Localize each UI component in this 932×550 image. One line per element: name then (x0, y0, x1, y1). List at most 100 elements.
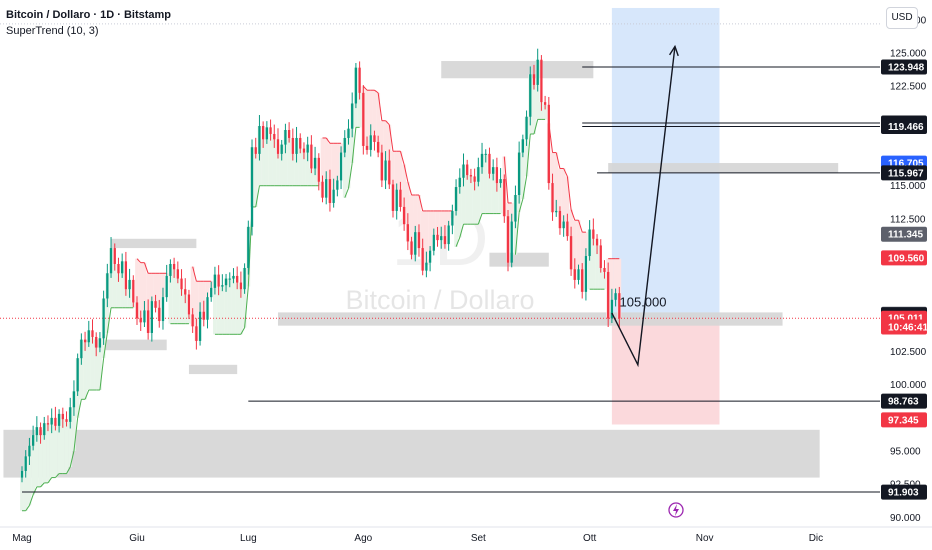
candle-body[interactable] (462, 164, 465, 178)
candle-body[interactable] (443, 236, 447, 245)
candle-body[interactable] (354, 67, 358, 104)
indicator-legend[interactable]: SuperTrend (10, 3) (6, 25, 99, 37)
candle-body[interactable] (128, 279, 131, 290)
candle-body[interactable] (135, 302, 139, 319)
candle-body[interactable] (558, 210, 562, 229)
candle-body[interactable] (547, 104, 550, 184)
candle-body[interactable] (618, 293, 621, 319)
candle-body[interactable] (187, 294, 191, 315)
candle-body[interactable] (603, 267, 606, 272)
candle-body[interactable] (24, 456, 27, 471)
currency-button[interactable]: USD (886, 7, 918, 29)
candle-body[interactable] (517, 152, 521, 196)
candle-body[interactable] (202, 311, 205, 320)
candle-body[interactable] (614, 293, 617, 300)
support-resistance-zone[interactable] (111, 238, 197, 249)
candle-body[interactable] (54, 417, 57, 426)
candle-body[interactable] (46, 423, 50, 425)
candle-body[interactable] (154, 301, 157, 308)
candle-body[interactable] (57, 413, 61, 426)
candle-body[interactable] (432, 234, 435, 251)
candle-body[interactable] (584, 256, 588, 292)
candle-body[interactable] (206, 297, 209, 320)
candle-body[interactable] (61, 413, 64, 420)
candle-body[interactable] (388, 160, 391, 185)
candle-body[interactable] (436, 234, 439, 241)
candle-body[interactable] (31, 435, 35, 446)
candle-body[interactable] (421, 248, 424, 271)
support-resistance-zone[interactable] (85, 339, 167, 351)
candle-body[interactable] (607, 271, 610, 319)
candle-body[interactable] (466, 164, 469, 176)
candle-body[interactable] (469, 175, 473, 177)
candle-body[interactable] (80, 339, 83, 359)
candle-body[interactable] (124, 261, 128, 290)
candle-body[interactable] (347, 128, 350, 138)
candle-body[interactable] (262, 126, 265, 140)
candle-body[interactable] (428, 250, 432, 263)
candle-body[interactable] (109, 248, 113, 274)
price-badge[interactable] (881, 250, 927, 266)
candle-body[interactable] (191, 314, 194, 327)
candle-body[interactable] (306, 144, 309, 153)
candle-body[interactable] (410, 241, 413, 255)
candle-body[interactable] (577, 269, 580, 280)
candle-body[interactable] (610, 299, 614, 319)
candle-body[interactable] (280, 144, 283, 154)
candle-body[interactable] (536, 59, 539, 85)
candle-body[interactable] (336, 180, 339, 190)
candle-body[interactable] (228, 278, 231, 280)
candle-body[interactable] (451, 210, 454, 226)
candle-body[interactable] (369, 135, 372, 150)
candle-body[interactable] (247, 226, 250, 268)
candle-body[interactable] (269, 127, 272, 134)
price-badge[interactable] (881, 393, 927, 409)
candle-body[interactable] (198, 311, 202, 341)
candle-body[interactable] (180, 278, 183, 290)
candle-body[interactable] (273, 133, 276, 140)
candle-body[interactable] (384, 160, 387, 181)
candle-body[interactable] (69, 407, 72, 422)
candle-body[interactable] (362, 92, 365, 146)
candle-body[interactable] (224, 278, 228, 286)
candle-body[interactable] (20, 470, 24, 478)
candle-body[interactable] (425, 262, 428, 271)
candle-body[interactable] (492, 167, 495, 174)
candle-body[interactable] (50, 417, 53, 425)
candle-body[interactable] (87, 330, 90, 343)
candle-body[interactable] (43, 423, 46, 436)
candle-body[interactable] (332, 189, 335, 203)
candle-body[interactable] (339, 152, 343, 181)
candle-body[interactable] (551, 183, 554, 213)
candle-body[interactable] (295, 137, 298, 154)
candle-body[interactable] (265, 127, 269, 140)
candle-body[interactable] (213, 274, 217, 288)
candle-body[interactable] (158, 307, 161, 322)
candle-body[interactable] (514, 195, 517, 222)
candle-body[interactable] (321, 181, 324, 198)
candle-body[interactable] (555, 210, 558, 213)
candle-body[interactable] (243, 267, 246, 290)
candle-body[interactable] (521, 139, 524, 153)
candle-body[interactable] (254, 147, 257, 154)
candle-body[interactable] (495, 167, 499, 184)
candle-body[interactable] (221, 285, 224, 287)
support-resistance-zone[interactable] (489, 252, 549, 267)
candle-body[interactable] (184, 289, 187, 295)
price-badge[interactable] (881, 412, 927, 428)
candle-body[interactable] (529, 74, 532, 117)
candle-body[interactable] (39, 427, 42, 436)
price-badge[interactable] (881, 118, 927, 134)
candle-body[interactable] (473, 176, 476, 182)
price-badge[interactable] (881, 319, 927, 335)
candle-body[interactable] (72, 391, 76, 408)
candle-body[interactable] (284, 130, 287, 145)
symbol-title[interactable]: Bitcoin / Dollaro · 1D · Bitstamp (6, 9, 171, 21)
candle-body[interactable] (150, 301, 153, 333)
candle-body[interactable] (276, 139, 280, 154)
candle-body[interactable] (454, 187, 458, 211)
candle-body[interactable] (161, 297, 165, 322)
candle-body[interactable] (540, 59, 543, 103)
candle-body[interactable] (595, 238, 599, 246)
candle-body[interactable] (395, 189, 398, 211)
